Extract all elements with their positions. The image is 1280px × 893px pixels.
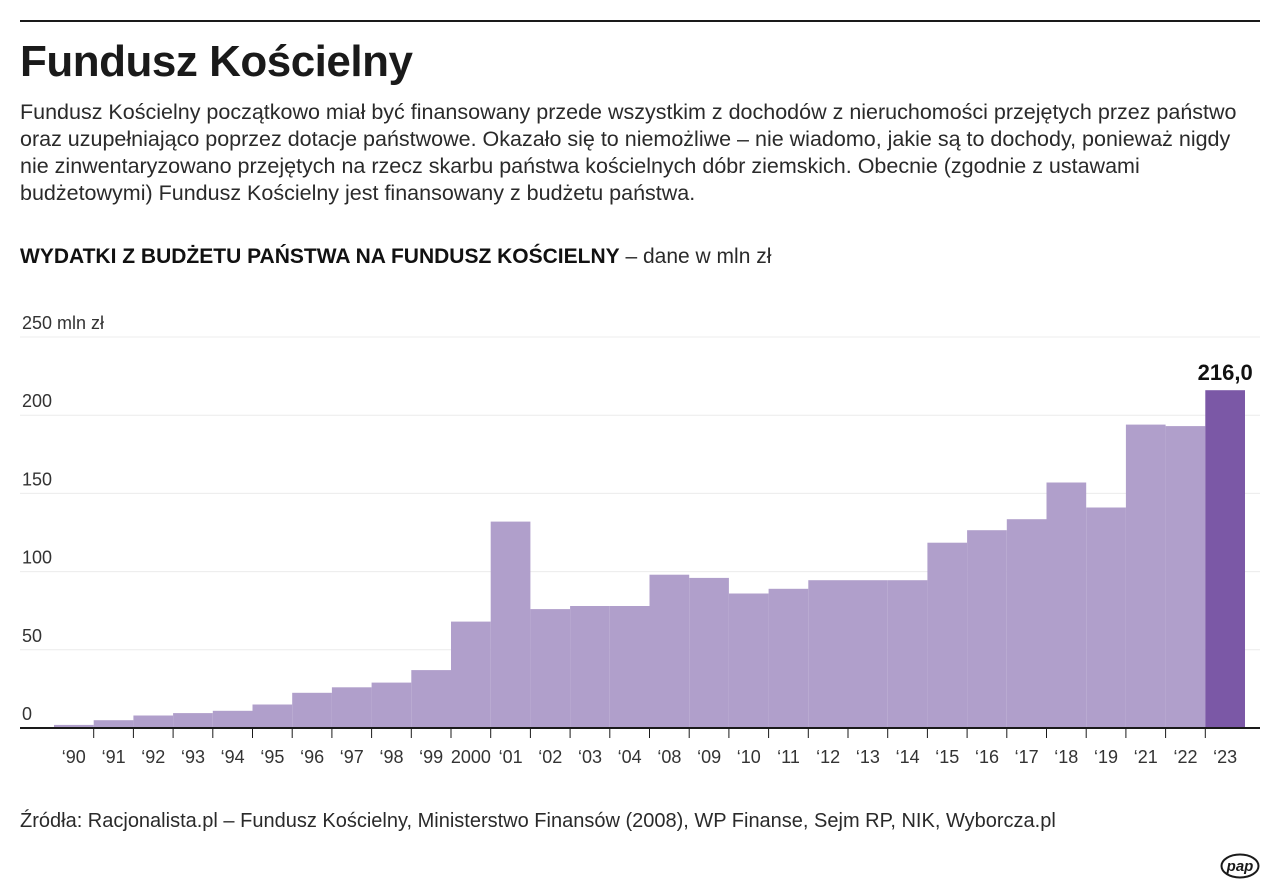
bar — [967, 530, 1007, 728]
bar — [331, 687, 372, 728]
bar — [1086, 507, 1126, 728]
bar — [689, 577, 729, 728]
x-tick-label: ‘21 — [1134, 747, 1158, 767]
chart-subtitle: WYDATKI Z BUDŻETU PAŃSTWA NA FUNDUSZ KOŚ… — [20, 243, 771, 271]
bar — [292, 692, 332, 728]
bar — [887, 580, 928, 728]
x-tick-label: ‘91 — [102, 747, 126, 767]
x-tick-label: ‘09 — [697, 747, 721, 767]
y-tick-label: 150 — [22, 469, 52, 489]
bar — [173, 713, 213, 728]
bar — [570, 606, 610, 728]
y-tick-label: 50 — [22, 626, 42, 646]
x-tick-label: ‘90 — [62, 747, 86, 767]
bar — [848, 580, 888, 728]
description: Fundusz Kościelny początkowo miał być fi… — [20, 100, 1237, 205]
y-tick-label: 100 — [22, 548, 52, 568]
x-tick-label: ‘97 — [340, 747, 364, 767]
bar — [133, 715, 174, 728]
x-axis-ticks — [93, 728, 1206, 738]
bar — [530, 609, 571, 728]
x-tick-label: ‘98 — [379, 747, 403, 767]
bar — [1205, 390, 1245, 728]
pap-logo: pap — [1220, 853, 1260, 879]
source-note: Źródła: Racjonalista.pl – Fundusz Koście… — [20, 810, 1056, 832]
pap-logo-text: pap — [1226, 858, 1254, 875]
x-tick-label: ‘04 — [618, 747, 642, 767]
highlight-value-label: 216,0 — [1198, 360, 1253, 385]
x-tick-label: ‘13 — [856, 747, 880, 767]
x-tick-label: ‘12 — [816, 747, 840, 767]
chart-subtitle-unit: – dane w mln zł — [619, 245, 772, 268]
bar — [252, 704, 293, 728]
bar — [927, 542, 968, 728]
bar — [490, 521, 531, 728]
x-tick-label: ‘01 — [499, 747, 523, 767]
bar — [411, 670, 451, 728]
bar — [808, 580, 848, 728]
bar — [609, 606, 650, 728]
x-tick-label: ‘99 — [419, 747, 443, 767]
y-axis-labels: 0 50 100 150 200 250 mln zł — [22, 313, 104, 724]
x-tick-label: ‘22 — [1173, 747, 1197, 767]
bar — [649, 574, 690, 728]
top-rule — [20, 20, 1260, 22]
bar — [212, 710, 253, 728]
x-tick-label: ‘18 — [1054, 747, 1078, 767]
bars — [54, 390, 1245, 728]
x-tick-label: ‘96 — [300, 747, 324, 767]
x-tick-label: ‘23 — [1213, 747, 1237, 767]
bar — [451, 621, 491, 728]
bar — [371, 682, 412, 728]
x-tick-label: ‘11 — [777, 747, 800, 767]
x-tick-label: ‘08 — [657, 747, 681, 767]
x-tick-label: ‘15 — [935, 747, 959, 767]
x-tick-label: ‘19 — [1094, 747, 1118, 767]
x-tick-label: ‘03 — [578, 747, 602, 767]
bar — [768, 588, 809, 728]
bar — [1165, 426, 1206, 728]
x-tick-label: ‘02 — [538, 747, 562, 767]
x-tick-label: ‘16 — [975, 747, 999, 767]
y-tick-label: 200 — [22, 391, 52, 411]
x-tick-label: ‘94 — [221, 747, 245, 767]
x-tick-label: ‘92 — [141, 747, 165, 767]
bar — [93, 720, 134, 728]
bar — [1046, 482, 1087, 728]
y-tick-label: 250 mln zł — [22, 313, 104, 333]
x-tick-label: 2000 — [451, 747, 491, 767]
x-tick-label: ‘93 — [181, 747, 205, 767]
chart-subtitle-bold: WYDATKI Z BUDŻETU PAŃSTWA NA FUNDUSZ KOŚ… — [20, 245, 620, 268]
y-tick-label: 0 — [22, 704, 32, 724]
bar — [1006, 519, 1047, 728]
page-title: Fundusz Kościelny — [20, 37, 413, 86]
x-tick-label: ‘95 — [260, 747, 284, 767]
bar — [54, 724, 94, 728]
x-tick-label: ‘14 — [896, 747, 920, 767]
x-axis-labels: ‘90 ‘91 ‘92 ‘93 ‘94 ‘95 ‘96 ‘97 ‘98 ‘99 2000 ‘01 ‘02… — [62, 747, 1237, 767]
x-tick-label: ‘17 — [1015, 747, 1039, 767]
bar — [1125, 424, 1166, 728]
bar — [728, 593, 769, 728]
x-tick-label: ‘10 — [737, 747, 761, 767]
